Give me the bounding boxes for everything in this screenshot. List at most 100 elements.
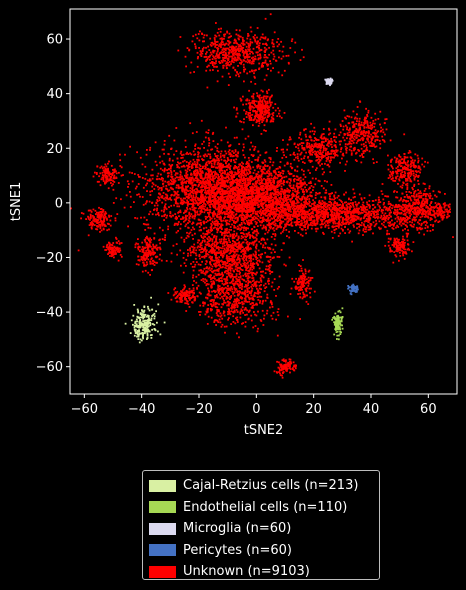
data-point [399,185,402,188]
data-point [221,195,223,198]
data-point [414,219,416,222]
data-point [236,199,239,202]
data-point [269,181,271,184]
data-point [238,164,241,166]
data-point [382,224,385,227]
data-point [193,179,195,182]
data-point [182,177,184,180]
data-point [177,211,179,214]
data-point [242,169,245,172]
data-point [333,229,336,231]
data-point [191,177,194,180]
data-point [191,234,194,237]
data-point [196,179,199,182]
data-point [183,190,186,193]
data-point [232,211,235,214]
data-point [243,186,246,189]
data-point [239,214,242,216]
data-point [119,159,122,162]
data-point [272,187,275,189]
data-point [222,206,225,209]
data-point [333,220,336,223]
data-point [262,182,264,185]
data-point [228,195,230,197]
data-point [237,191,240,193]
data-point [155,178,158,181]
data-point [264,172,267,175]
data-point [190,179,193,182]
data-point [315,169,317,171]
data-point [253,176,256,179]
data-point [251,212,254,215]
data-point [383,214,385,217]
data-point [302,188,305,191]
data-point [299,182,301,185]
data-point [249,176,252,179]
data-point [186,177,189,180]
data-point [239,173,242,175]
data-point [284,192,287,194]
data-point [391,219,393,222]
data-point [251,206,254,209]
data-point [258,179,261,182]
data-point [324,217,326,219]
data-point [279,201,281,203]
data-point [137,174,140,176]
data-point [271,217,274,220]
data-point [305,211,308,213]
data-point [162,192,165,194]
data-point [145,173,148,176]
data-point [424,214,427,216]
data-point [294,212,297,214]
data-point [196,158,198,161]
data-point [298,213,301,216]
data-point [269,192,272,195]
data-point [216,192,218,195]
data-point [173,194,175,197]
data-point [185,218,188,221]
data-point [204,165,207,167]
data-point [183,191,186,194]
data-point [389,221,392,223]
data-point [353,218,356,220]
data-point [160,173,162,176]
data-point [424,224,427,227]
data-point [229,209,232,212]
data-point [324,210,326,213]
data-point [148,213,150,216]
data-point [171,187,173,190]
data-point [234,181,237,184]
data-point [209,208,212,211]
data-point [248,164,251,167]
data-point [315,230,318,233]
data-point [368,214,371,216]
data-point [205,180,207,183]
data-point [215,208,218,211]
data-point [320,185,323,187]
data-point [238,191,241,194]
data-point [178,186,181,189]
data-point [185,175,188,177]
data-point [290,222,293,225]
data-point [240,189,243,192]
data-point [308,214,310,217]
data-point [232,179,234,182]
data-point [423,190,426,192]
data-point [375,219,377,222]
data-point [201,167,204,169]
data-point [218,223,221,225]
data-point [261,161,264,164]
data-point [134,187,137,190]
data-point [166,195,169,197]
data-point [159,242,161,245]
data-point [230,174,232,177]
data-point [223,212,226,215]
data-point [161,196,164,199]
data-point [258,182,260,185]
data-point [286,189,289,192]
data-point [222,183,225,186]
data-point [200,186,203,189]
data-point [424,193,426,195]
data-point [303,206,305,209]
data-point [322,231,324,234]
